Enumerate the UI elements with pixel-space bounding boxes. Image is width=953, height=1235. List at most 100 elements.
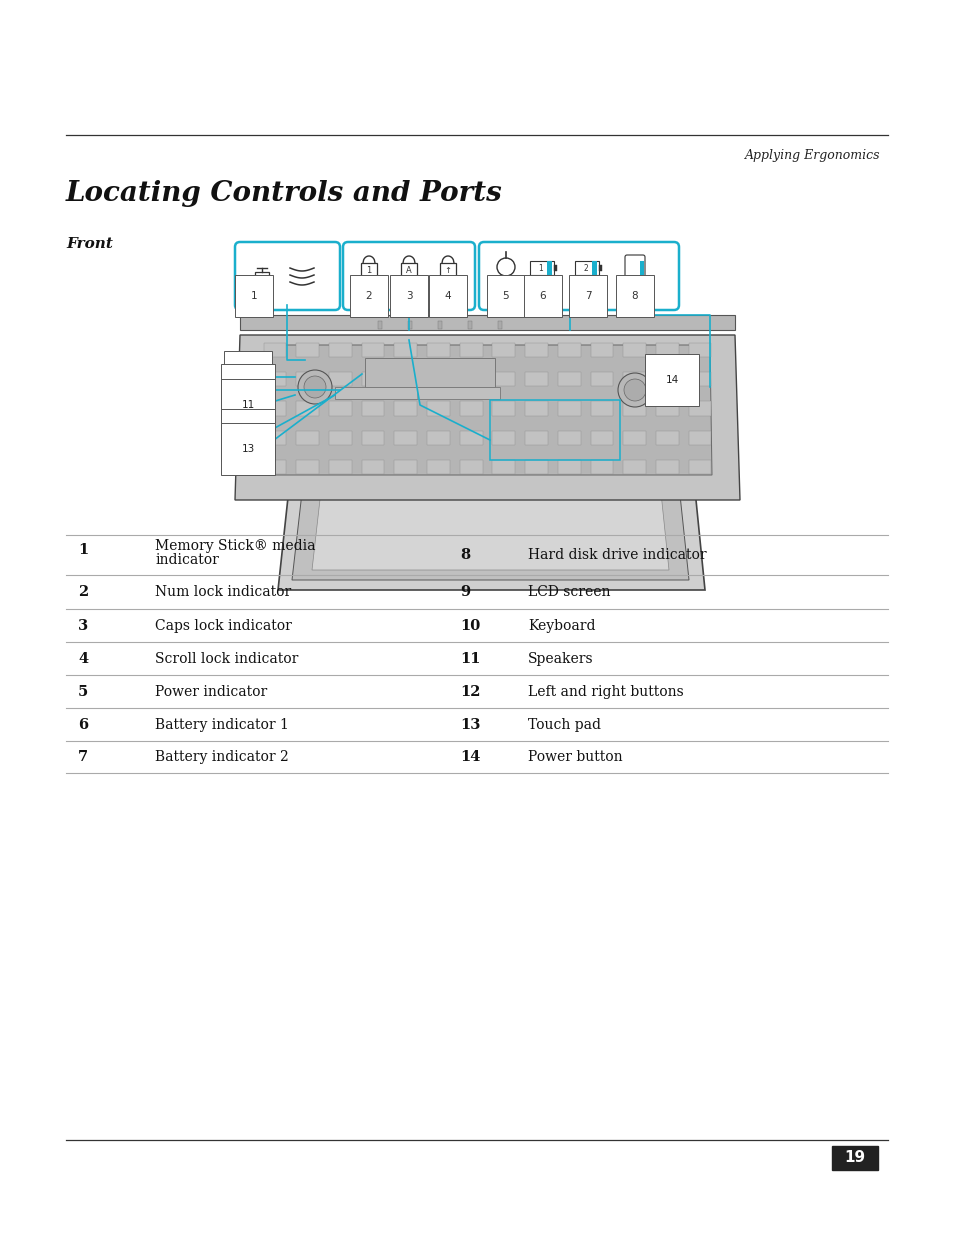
Bar [427, 431, 450, 445]
Bar [427, 343, 450, 357]
Text: 7: 7 [78, 750, 88, 764]
Bar [263, 459, 286, 474]
Text: Applying Ergonomics: Applying Ergonomics [743, 149, 879, 162]
Polygon shape [292, 353, 688, 580]
Bar [524, 372, 547, 387]
Text: Battery indicator 1: Battery indicator 1 [154, 718, 289, 731]
Bar [558, 431, 580, 445]
Text: ↑: ↑ [444, 266, 451, 274]
Circle shape [623, 379, 645, 401]
Bar [361, 431, 384, 445]
Bar [329, 459, 352, 474]
Text: 8: 8 [631, 291, 638, 301]
Text: 11: 11 [241, 400, 254, 410]
Bar [459, 343, 482, 357]
Polygon shape [277, 340, 704, 590]
Bar [688, 401, 711, 415]
Bar [296, 431, 318, 445]
FancyBboxPatch shape [554, 266, 557, 270]
Bar [590, 431, 613, 445]
Bar [492, 343, 515, 357]
Bar [296, 459, 318, 474]
Text: 5: 5 [502, 291, 509, 301]
Text: 2: 2 [583, 263, 588, 273]
Polygon shape [268, 345, 711, 475]
Text: 19: 19 [843, 1151, 864, 1166]
Text: Speakers: Speakers [527, 652, 593, 666]
Bar [688, 431, 711, 445]
FancyBboxPatch shape [831, 1146, 877, 1170]
Bar [558, 372, 580, 387]
Text: 6: 6 [539, 291, 546, 301]
FancyBboxPatch shape [400, 263, 416, 277]
FancyBboxPatch shape [530, 261, 554, 275]
Bar [524, 459, 547, 474]
Text: 2: 2 [78, 585, 89, 599]
Bar [590, 401, 613, 415]
Bar [622, 343, 645, 357]
Bar [394, 343, 416, 357]
Bar [459, 401, 482, 415]
Bar [558, 401, 580, 415]
Text: 14: 14 [459, 750, 480, 764]
Bar [296, 343, 318, 357]
Bar [497, 321, 501, 329]
Text: 6: 6 [78, 718, 88, 731]
Text: 3: 3 [405, 291, 412, 301]
Text: 9: 9 [244, 372, 251, 382]
Bar [590, 372, 613, 387]
Bar [622, 459, 645, 474]
Bar [394, 459, 416, 474]
Bar [558, 343, 580, 357]
Bar [459, 431, 482, 445]
Polygon shape [312, 367, 668, 571]
FancyBboxPatch shape [639, 261, 643, 275]
Text: Left and right buttons: Left and right buttons [527, 684, 683, 699]
FancyBboxPatch shape [546, 261, 552, 275]
Bar [427, 459, 450, 474]
Bar [296, 372, 318, 387]
Bar [468, 321, 472, 329]
Bar [361, 401, 384, 415]
Bar [263, 343, 286, 357]
Bar [590, 343, 613, 357]
FancyBboxPatch shape [254, 272, 269, 280]
FancyBboxPatch shape [478, 242, 679, 310]
Bar [361, 459, 384, 474]
Text: 13: 13 [459, 718, 480, 731]
Bar [622, 372, 645, 387]
Text: 13: 13 [241, 445, 254, 454]
Bar [394, 401, 416, 415]
Bar [263, 401, 286, 415]
Bar [263, 431, 286, 445]
Text: 7: 7 [584, 291, 591, 301]
Text: Power indicator: Power indicator [154, 684, 267, 699]
FancyBboxPatch shape [234, 242, 339, 310]
Polygon shape [240, 315, 734, 330]
Text: 12: 12 [459, 684, 480, 699]
Bar [263, 372, 286, 387]
Bar [688, 372, 711, 387]
Text: 1: 1 [251, 291, 257, 301]
Text: 14: 14 [664, 375, 678, 385]
Bar [394, 372, 416, 387]
Text: Num lock indicator: Num lock indicator [154, 585, 291, 599]
Text: Power button: Power button [527, 750, 622, 764]
FancyBboxPatch shape [592, 261, 597, 275]
Text: LCD screen: LCD screen [527, 585, 610, 599]
Bar [688, 343, 711, 357]
Bar [656, 459, 678, 474]
Bar [524, 401, 547, 415]
FancyBboxPatch shape [439, 263, 456, 277]
Bar [492, 372, 515, 387]
Polygon shape [290, 335, 700, 345]
Text: Touch pad: Touch pad [527, 718, 600, 731]
Bar [558, 459, 580, 474]
Bar [329, 372, 352, 387]
Text: A: A [406, 266, 412, 274]
Text: 4: 4 [444, 291, 451, 301]
Text: Front: Front [66, 237, 112, 251]
Text: Scroll lock indicator: Scroll lock indicator [154, 652, 298, 666]
Circle shape [304, 375, 326, 398]
Text: Hard disk drive indicator: Hard disk drive indicator [527, 548, 706, 562]
